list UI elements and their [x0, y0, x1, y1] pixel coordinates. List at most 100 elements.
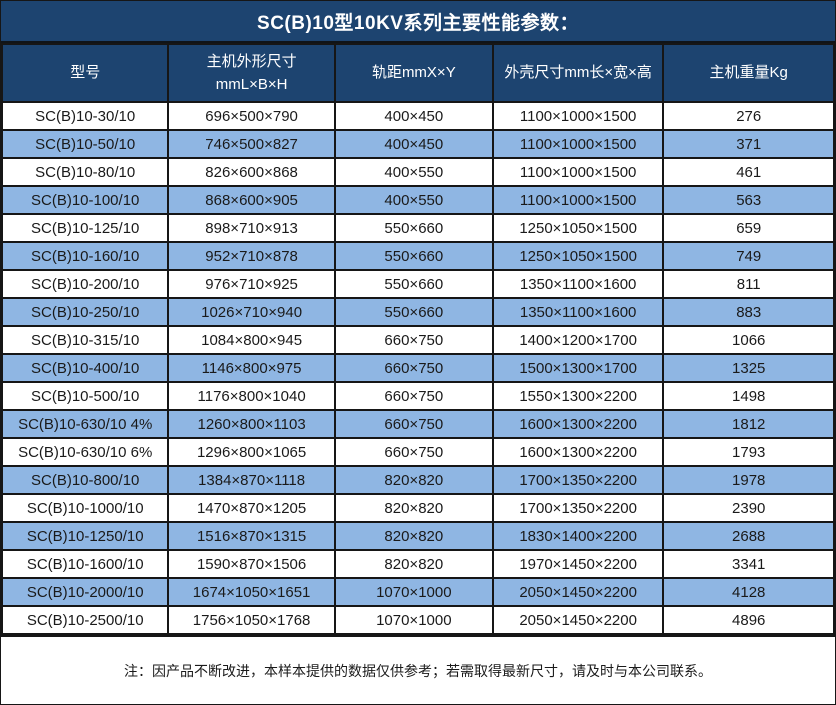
table-cell: SC(B)10-2000/10: [0, 577, 170, 607]
table-row: SC(B)10-80/10 826×600×868 400×550 1100×1000…: [0, 157, 835, 187]
table-cell: 1600×1300×2200: [491, 409, 665, 439]
table-cell: 1516×870×1315: [167, 521, 336, 551]
table-cell: 1674×1050×1651: [167, 577, 336, 607]
table-cell: 696×500×790: [167, 101, 336, 131]
column-header: 外壳尺寸mm长×宽×高: [491, 43, 665, 103]
table-cell: 1250×1050×1500: [491, 213, 665, 243]
table-cell: 1100×1000×1500: [491, 157, 665, 187]
table-cell: 660×750: [333, 353, 494, 383]
table-cell: 400×550: [333, 157, 494, 187]
table-cell: SC(B)10-630/10 6%: [0, 437, 170, 467]
table-cell: 746×500×827: [167, 129, 336, 159]
table-cell: SC(B)10-1600/10: [0, 549, 170, 579]
table-cell: 1470×870×1205: [167, 493, 336, 523]
table-cell: 461: [662, 157, 835, 187]
table-cell: 1600×1300×2200: [491, 437, 665, 467]
table-row: SC(B)10-2500/10 1756×1050×1768 1070×1000 20…: [0, 605, 835, 635]
table-body: SC(B)10-30/10 696×500×790 400×450 1100×1000…: [0, 101, 835, 635]
table-cell: 1100×1000×1500: [491, 101, 665, 131]
table-cell: SC(B)10-2500/10: [0, 605, 170, 635]
table-cell: 660×750: [333, 381, 494, 411]
table-cell: 400×550: [333, 185, 494, 215]
table-cell: 550×660: [333, 213, 494, 243]
header-row: 型号 主机外形尺寸 mmL×B×H 轨距mmX×Y 外壳尺寸mm长×宽×高 主机重量Kg: [0, 43, 835, 103]
table-row: SC(B)10-2000/10 1674×1050×1651 1070×1000 20…: [0, 577, 835, 607]
table-cell: SC(B)10-250/10: [0, 297, 170, 327]
table-cell: SC(B)10-100/10: [0, 185, 170, 215]
table-cell: SC(B)10-30/10: [0, 101, 170, 131]
table-row: SC(B)10-50/10 746×500×827 400×450 1100×1000…: [0, 129, 835, 159]
table-cell: 550×660: [333, 297, 494, 327]
table-cell: SC(B)10-400/10: [0, 353, 170, 383]
table-cell: 1970×1450×2200: [491, 549, 665, 579]
column-header: 主机重量Kg: [662, 43, 835, 103]
table-cell: 4128: [662, 577, 835, 607]
table-cell: 3341: [662, 549, 835, 579]
table-cell: 1100×1000×1500: [491, 129, 665, 159]
table-cell: 820×820: [333, 465, 494, 495]
table-row: SC(B)10-1000/10 1470×870×1205 820×820 1700×…: [0, 493, 835, 523]
table-row: SC(B)10-1600/10 1590×870×1506 820×820 1970×…: [0, 549, 835, 579]
table-cell: SC(B)10-630/10 4%: [0, 409, 170, 439]
table-cell: 1296×800×1065: [167, 437, 336, 467]
table-cell: 826×600×868: [167, 157, 336, 187]
table-row: SC(B)10-125/10 898×710×913 550×660 1250×105…: [0, 213, 835, 243]
table-cell: 2050×1450×2200: [491, 577, 665, 607]
table-cell: 563: [662, 185, 835, 215]
table-cell: 400×450: [333, 101, 494, 131]
table-cell: SC(B)10-1000/10: [0, 493, 170, 523]
table-cell: 1812: [662, 409, 835, 439]
table-cell: 2688: [662, 521, 835, 551]
table-cell: 660×750: [333, 325, 494, 355]
table-cell: 1590×870×1506: [167, 549, 336, 579]
table-cell: 660×750: [333, 437, 494, 467]
table-cell: 811: [662, 269, 835, 299]
table-cell: 276: [662, 101, 835, 131]
table-cell: SC(B)10-200/10: [0, 269, 170, 299]
table-cell: 1550×1300×2200: [491, 381, 665, 411]
table-cell: SC(B)10-80/10: [0, 157, 170, 187]
table-row: SC(B)10-315/10 1084×800×945 660×750 1400×12…: [0, 325, 835, 355]
table-cell: SC(B)10-800/10: [0, 465, 170, 495]
table-cell: 2050×1450×2200: [491, 605, 665, 635]
table-row: SC(B)10-1250/10 1516×870×1315 820×820 1830×…: [0, 521, 835, 551]
table-cell: 1978: [662, 465, 835, 495]
table-cell: 660×750: [333, 409, 494, 439]
table-cell: 371: [662, 129, 835, 159]
table-cell: 1070×1000: [333, 577, 494, 607]
table-row: SC(B)10-250/10 1026×710×940 550×660 1350×11…: [0, 297, 835, 327]
table-cell: 1100×1000×1500: [491, 185, 665, 215]
column-header: 型号: [0, 43, 170, 103]
table-cell: 1700×1350×2200: [491, 465, 665, 495]
table-cell: 1146×800×975: [167, 353, 336, 383]
table-cell: 820×820: [333, 493, 494, 523]
table-cell: 1176×800×1040: [167, 381, 336, 411]
table-row: SC(B)10-100/10 868×600×905 400×550 1100×100…: [0, 185, 835, 215]
table-row: SC(B)10-160/10 952×710×878 550×660 1250×105…: [0, 241, 835, 271]
table-cell: 1500×1300×1700: [491, 353, 665, 383]
table-cell: 1830×1400×2200: [491, 521, 665, 551]
table-row: SC(B)10-800/10 1384×870×1118 820×820 1700×1…: [0, 465, 835, 495]
table-cell: SC(B)10-1250/10: [0, 521, 170, 551]
column-header: 轨距mmX×Y: [333, 43, 494, 103]
table-cell: SC(B)10-160/10: [0, 241, 170, 271]
table-cell: 749: [662, 241, 835, 271]
table-cell: 1756×1050×1768: [167, 605, 336, 635]
column-header: 主机外形尺寸 mmL×B×H: [167, 43, 336, 103]
table-row: SC(B)10-200/10 976×710×925 550×660 1350×110…: [0, 269, 835, 299]
table-cell: 820×820: [333, 549, 494, 579]
table-cell: SC(B)10-50/10: [0, 129, 170, 159]
table-cell: 1793: [662, 437, 835, 467]
table-cell: 1026×710×940: [167, 297, 336, 327]
table-cell: 976×710×925: [167, 269, 336, 299]
spec-table: 型号 主机外形尺寸 mmL×B×H 轨距mmX×Y 外壳尺寸mm长×宽×高 主机重量Kg …: [0, 43, 835, 635]
page-title: SC(B)10型10KV系列主要性能参数：: [1, 1, 835, 43]
table-cell: 400×450: [333, 129, 494, 159]
table-cell: 1384×870×1118: [167, 465, 336, 495]
table-cell: 550×660: [333, 269, 494, 299]
table-cell: 1066: [662, 325, 835, 355]
table-row: SC(B)10-630/10 4% 1260×800×1103 660×750 160…: [0, 409, 835, 439]
table-cell: 1325: [662, 353, 835, 383]
table-cell: 659: [662, 213, 835, 243]
